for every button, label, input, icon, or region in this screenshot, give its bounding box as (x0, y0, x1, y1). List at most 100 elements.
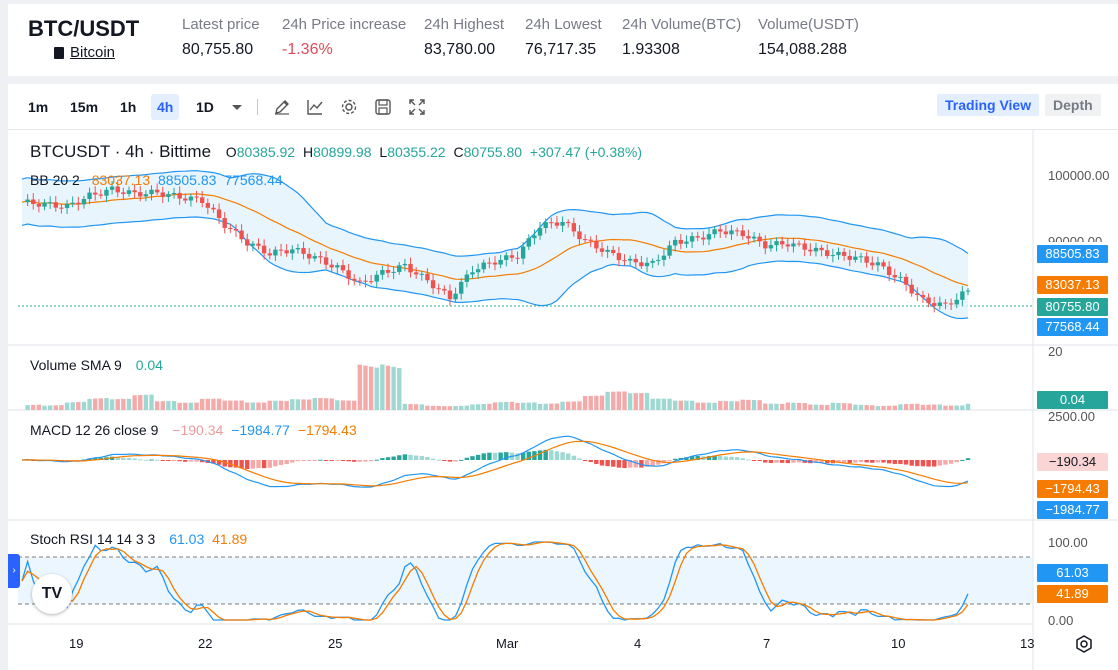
candle-body (340, 265, 346, 271)
candle-body (481, 262, 486, 270)
volume-bar (245, 402, 250, 410)
macd-hist-bar (245, 460, 250, 470)
candle-body (858, 256, 864, 258)
candle-body (847, 255, 852, 260)
timeframe-15m[interactable]: 15m (70, 99, 99, 115)
macd-hist-bar (419, 455, 424, 460)
candle-body (965, 290, 971, 292)
volume-bar (560, 401, 565, 410)
candle-body (205, 202, 211, 208)
candle-body (746, 236, 751, 239)
macd-hist-bar (554, 451, 560, 460)
depth-tab[interactable]: Depth (1045, 94, 1101, 116)
volume-bar (785, 402, 791, 410)
volume-bar (149, 394, 154, 410)
candle-body (571, 223, 577, 232)
candle-body (813, 247, 819, 252)
timeframe-4h[interactable]: 4h (151, 94, 180, 120)
candle-body (605, 249, 610, 252)
dropdown-caret-icon[interactable] (228, 98, 246, 116)
candle-body (627, 258, 633, 261)
volume-bar (841, 403, 847, 410)
volume-bar (684, 400, 689, 410)
volume-bar (442, 406, 447, 410)
candle-body (678, 239, 684, 244)
candle-body (791, 243, 796, 247)
macd-hist-bar (250, 460, 256, 469)
volume-bar (436, 405, 441, 410)
trading-view-tab[interactable]: Trading View (937, 94, 1040, 116)
macd-hist-tag: −190.34 (1037, 453, 1108, 471)
candle-body (734, 230, 740, 232)
macd-hist-bar (526, 451, 531, 460)
chart-canvas[interactable] (8, 84, 1118, 670)
chart-panel: 1m 15m 1h 4h 1D Trading View Depth (8, 84, 1118, 670)
macd-hist-bar (515, 453, 520, 460)
timeframe-1d[interactable]: 1D (196, 99, 214, 115)
candle-body (515, 257, 520, 259)
volume-bar (391, 366, 396, 410)
macd-hist-bar (323, 460, 329, 461)
volume-bars (25, 364, 971, 410)
volume-bar (53, 405, 58, 410)
timeframe-1m[interactable]: 1m (28, 99, 49, 115)
stat-label: 24h Price increase (282, 16, 407, 33)
coin-link[interactable]: Bitcoin (54, 44, 115, 61)
macd-hist-bar (346, 460, 351, 462)
volume-bar (222, 400, 227, 410)
volume-bar (464, 405, 470, 410)
candle-body (284, 250, 289, 254)
volume-bar (870, 405, 875, 410)
macd-hist-bar (881, 460, 886, 463)
macd-axis-label: 2500.00 (1048, 409, 1095, 424)
volume-bar (374, 367, 379, 410)
bb-mid-tag: 83037.13 (1037, 276, 1108, 294)
stoch-k-line (21, 541, 969, 621)
save-icon[interactable] (374, 98, 392, 116)
volume-bar (42, 405, 47, 410)
volume-bar (847, 403, 852, 410)
candle-body (768, 245, 774, 249)
timeframe-1h[interactable]: 1h (120, 99, 137, 115)
macd-hist-bar (667, 460, 672, 461)
candle-body (554, 222, 560, 226)
fullscreen-icon[interactable] (408, 98, 426, 116)
volume-bar (267, 400, 272, 410)
time-axis-label: 4 (634, 636, 642, 651)
macd-hist-bar (870, 460, 875, 463)
symbol-line: BTCUSDT · 4h · Bittime (30, 142, 212, 161)
volume-bar (757, 400, 762, 410)
volume-bar (228, 400, 233, 410)
macd-hist-bar (909, 460, 914, 466)
volume-bar (87, 398, 92, 410)
candle-body (216, 209, 222, 218)
macd-hist-bar (256, 460, 261, 469)
volume-bar (132, 395, 137, 410)
time-axis-label: 19 (69, 636, 84, 651)
candle-body (650, 260, 655, 263)
macd-hist-bar (802, 460, 807, 463)
candle-body (920, 295, 926, 298)
candle-body (509, 255, 515, 258)
sidebar-expand-tab[interactable]: › (8, 554, 20, 588)
candle-body (582, 239, 588, 241)
macd-hist-bar (566, 453, 571, 460)
macd-hist-bar (278, 460, 284, 465)
macd-hist-bar (442, 460, 447, 461)
macd-hist-bar (363, 460, 368, 462)
candle-body (763, 241, 768, 249)
volume-bar (335, 400, 340, 410)
indicators-icon[interactable] (306, 98, 324, 116)
candle-body (937, 302, 943, 306)
draw-pen-icon[interactable] (273, 98, 291, 116)
stoch-label: Stoch RSI 14 14 3 3 (30, 531, 156, 547)
bb-lower-tag: 77568.44 (1037, 318, 1108, 336)
tradingview-logo[interactable]: TV (32, 574, 72, 614)
hexagon-settings-icon[interactable] (1074, 634, 1094, 654)
bb-mid-value: 83037.13 (91, 172, 151, 188)
candle-body (76, 202, 81, 205)
volume-bar (549, 403, 554, 410)
gear-icon[interactable] (340, 98, 358, 116)
candle-body (188, 196, 194, 201)
volume-bar (329, 398, 334, 410)
